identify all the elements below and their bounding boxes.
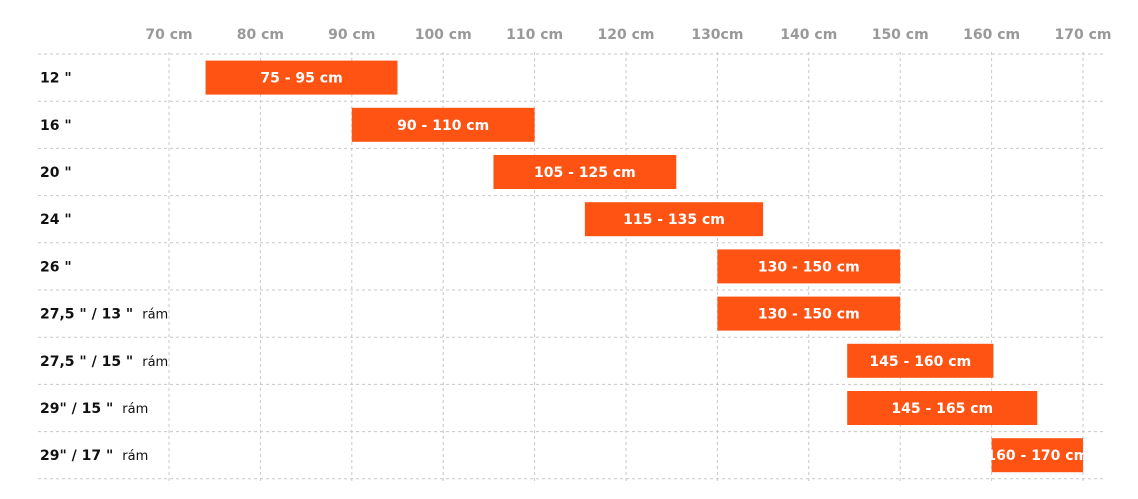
row-label: 26 " — [40, 259, 72, 275]
range-bar — [847, 391, 1038, 425]
x-tick-label: 90 cm — [328, 27, 375, 43]
row-label-suffix: rám — [142, 355, 168, 370]
bar-range-label: 160 - 170 cm — [986, 448, 1088, 464]
row-label: 29" / 15 " rám — [40, 401, 148, 417]
range-bar — [493, 155, 677, 189]
range-bar — [205, 60, 398, 95]
bar-range-label: 115 - 135 cm — [623, 212, 725, 228]
bar-range-label: 90 - 110 cm — [397, 118, 489, 134]
row-label: 12 " — [40, 71, 72, 87]
range-bar — [991, 438, 1083, 473]
x-tick-label: 100 cm — [415, 27, 472, 43]
row-label-size: 16 " — [40, 118, 72, 134]
x-axis-ticks: 70 cm 80 cm 90 cm 100 cm 110 cm 120 cm 130cm 14… — [145, 27, 1111, 43]
x-tick-label: 170 cm — [1055, 27, 1112, 43]
grid-lines — [38, 52, 1105, 482]
row-label: 27,5 " / 13 " rám — [40, 307, 168, 323]
bar-range-label: 130 - 150 cm — [758, 259, 860, 275]
x-tick-label: 160 cm — [963, 27, 1020, 43]
bar-range-label: 145 - 160 cm — [869, 354, 971, 370]
x-tick-label: 110 cm — [506, 27, 563, 43]
row-label-size: 27,5 " / 13 " — [40, 307, 133, 323]
bar-range-label: 130 - 150 cm — [758, 307, 860, 323]
row-label: 29" / 17 " rám — [40, 448, 148, 464]
x-tick-label: 130cm — [691, 27, 743, 43]
row-label: 16 " — [40, 118, 72, 134]
row-label: 20 " — [40, 165, 72, 181]
x-tick-label: 140 cm — [780, 27, 837, 43]
row-label-size: 27,5 " / 15 " — [40, 354, 133, 370]
row-label-size: 12 " — [40, 71, 72, 87]
row-label-suffix: rám — [142, 308, 168, 323]
range-bar — [351, 107, 535, 142]
bar-range-label: 105 - 125 cm — [534, 165, 636, 181]
row-label-size: 24 " — [40, 212, 72, 228]
row-label-size: 29" / 15 " — [40, 401, 113, 417]
row-labels: 12 "16 "20 "24 "26 "27,5 " / 13 " rám27,5… — [40, 71, 168, 465]
range-bar — [847, 343, 994, 378]
bar-range-label: 145 - 165 cm — [891, 401, 993, 417]
x-tick-label: 70 cm — [145, 27, 192, 43]
row-label: 27,5 " / 15 " rám — [40, 354, 168, 370]
row-label-size: 29" / 17 " — [40, 448, 113, 464]
x-tick-label: 120 cm — [598, 27, 655, 43]
row-label-suffix: rám — [122, 402, 148, 417]
row-label-size: 26 " — [40, 259, 72, 275]
row-label-suffix: rám — [122, 449, 148, 464]
bar-range-label: 75 - 95 cm — [260, 71, 342, 87]
range-bar — [717, 249, 901, 284]
row-label-size: 20 " — [40, 165, 72, 181]
range-bars: 75 - 95 cm 90 - 110 cm 105 - 125 cm 115 - 1… — [205, 60, 1088, 473]
x-tick-label: 80 cm — [237, 27, 284, 43]
row-label: 24 " — [40, 212, 72, 228]
range-bar — [717, 296, 901, 331]
range-bar — [584, 202, 764, 237]
x-tick-label: 150 cm — [872, 27, 929, 43]
